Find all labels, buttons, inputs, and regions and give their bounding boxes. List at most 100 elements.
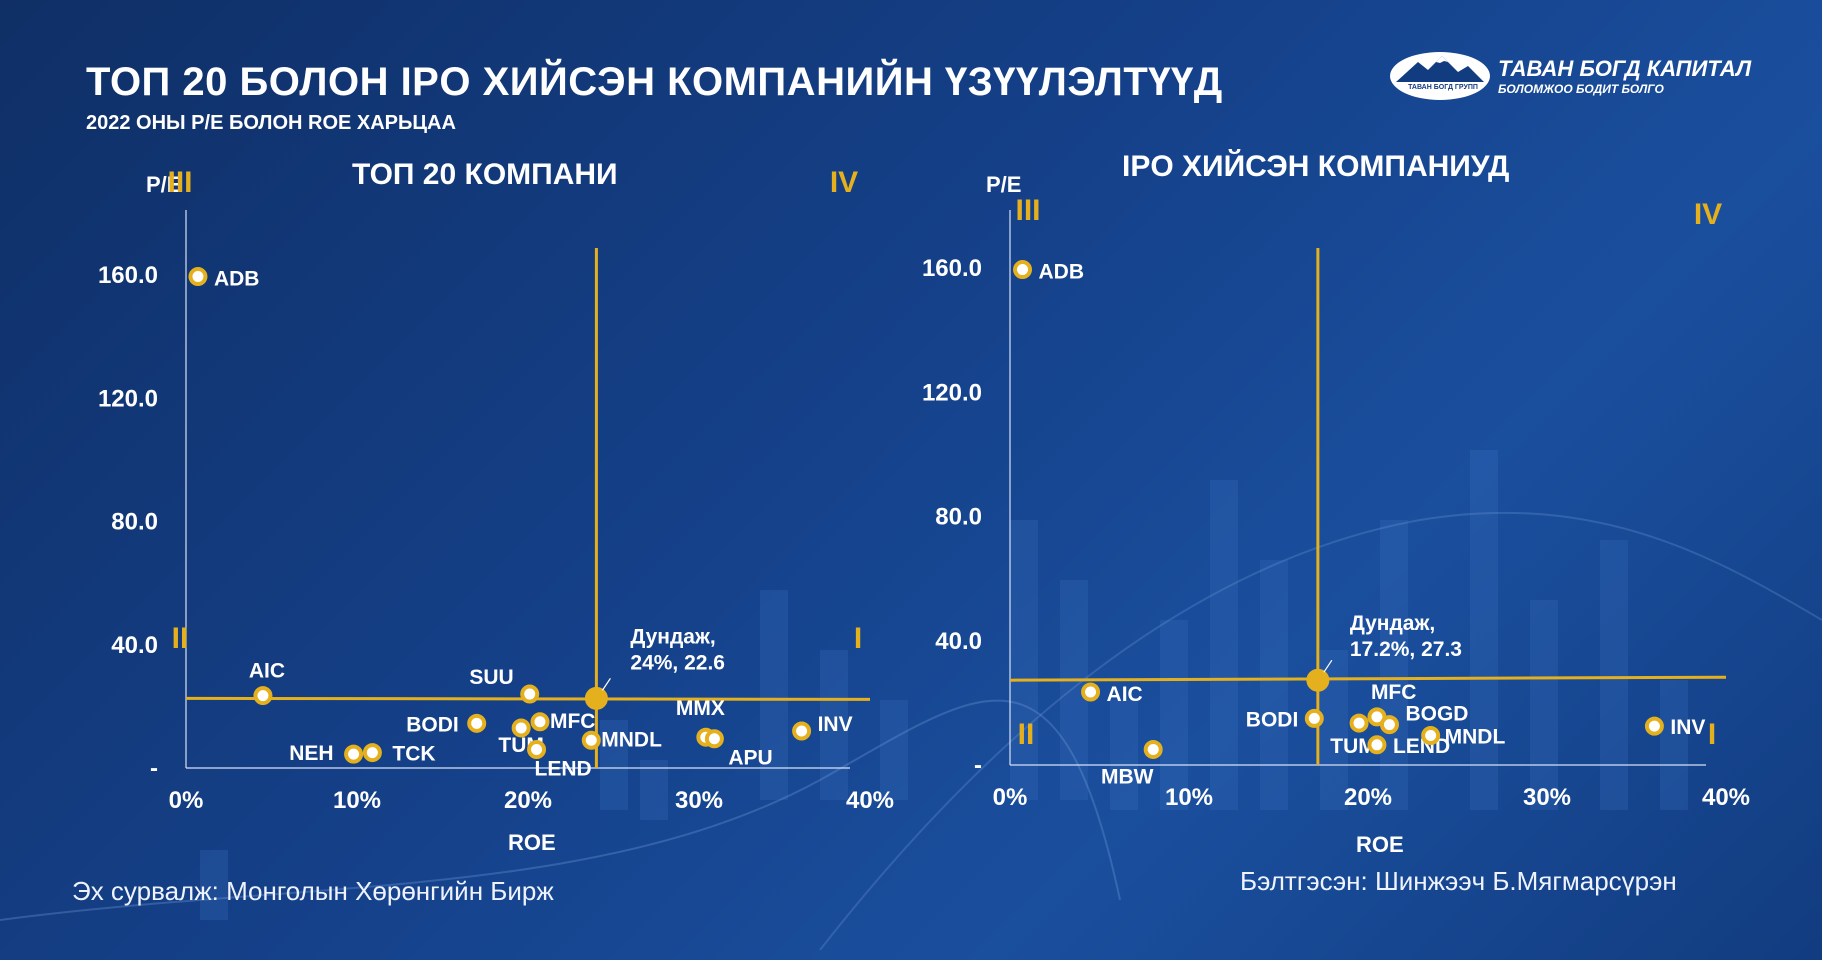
prepared-by-note: Бэлтгэсэн: Шинжээч Б.Мягмарсүрэн (1240, 866, 1677, 896)
ipo-chart: IPO ХИЙСЭН КОМПАНИУД P/E ROE - 40.0 80.0 12… (900, 140, 1760, 870)
y-tick-label: 80.0 (935, 504, 982, 531)
y-axis-label: P/E (986, 172, 1022, 197)
data-point-neh (344, 744, 364, 764)
data-point-aic (253, 686, 273, 706)
x-tick-label: 20% (1344, 784, 1392, 811)
y-tick-label: 160.0 (922, 255, 982, 282)
point-label: MFC (1371, 681, 1417, 704)
quadrant-label: I (854, 622, 862, 655)
x-tick-label: 10% (1165, 784, 1213, 811)
average-point (584, 686, 608, 710)
quadrant-label: II (172, 622, 189, 655)
x-tick-label: 30% (675, 787, 723, 814)
point-label: ADB (1039, 261, 1085, 284)
quadrant-label: I (1708, 718, 1716, 751)
data-point-tum (511, 718, 531, 738)
point-label: NEH (289, 742, 333, 765)
y-tick-label: - (150, 755, 158, 782)
data-point-aic (1081, 682, 1101, 702)
quadrant-label: II (1018, 718, 1035, 751)
y-axis-label: P/E (146, 172, 182, 197)
average-value-label: 24%, 22.6 (630, 651, 725, 674)
quadrant-label: III (167, 166, 192, 199)
average-label: Дундаж, (1350, 612, 1435, 635)
data-point-bodi (467, 713, 487, 733)
mountain-logo-icon (1390, 52, 1490, 100)
x-axis-label: ROE (1356, 832, 1404, 857)
data-point-lend (1367, 735, 1387, 755)
point-label: APU (728, 747, 772, 770)
x-tick-label: 0% (169, 787, 204, 814)
x-tick-label: 20% (504, 787, 552, 814)
y-tick-label: 120.0 (98, 385, 158, 412)
quadrant-label: IV (1694, 198, 1722, 231)
point-label: BOGD (1405, 703, 1468, 726)
x-tick-label: 40% (1702, 784, 1750, 811)
x-axis-label: ROE (508, 830, 556, 855)
point-label: BODI (406, 713, 459, 736)
y-tick-label: 120.0 (922, 379, 982, 406)
point-label: SUU (469, 666, 513, 689)
data-point-inv (1644, 716, 1664, 736)
y-tick-label: - (974, 752, 982, 779)
average-value-label: 17.2%, 27.3 (1350, 638, 1462, 661)
data-point-adb (188, 267, 208, 287)
x-tick-label: 10% (333, 787, 381, 814)
point-label: TCK (392, 743, 435, 766)
logo-tagline: БОЛОМЖОО БОДИТ БОЛГО (1498, 82, 1664, 96)
point-label: MNDL (1445, 725, 1506, 748)
x-tick-label: 40% (846, 787, 894, 814)
logo-mark-text: ТАВАН БОГД ГРУПП (1408, 84, 1478, 91)
x-tick-label: 0% (993, 784, 1028, 811)
point-label: MMX (676, 697, 725, 720)
point-label: ADB (214, 268, 260, 291)
y-tick-label: 80.0 (111, 509, 158, 536)
data-point-mfc (530, 712, 550, 732)
data-point-bogd (1379, 715, 1399, 735)
quadrant-label: IV (830, 166, 858, 199)
logo-name: ТАВАН БОГД КАПИТАЛ (1498, 56, 1752, 81)
point-label: AIC (249, 660, 285, 683)
point-label: INV (818, 713, 853, 736)
data-point-inv (792, 721, 812, 741)
chart-title: IPO ХИЙСЭН КОМПАНИУД (1122, 150, 1510, 183)
average-horizontal-line (1009, 675, 1727, 682)
data-point-suu (520, 684, 540, 704)
y-tick-label: 40.0 (111, 632, 158, 659)
average-point (1306, 668, 1330, 692)
average-callout-line (601, 678, 611, 691)
top20-chart: ТОП 20 КОМПАНИ P/E ROE - 40.0 80.0 120.0 160… (80, 140, 900, 870)
data-point-mbw (1143, 739, 1163, 759)
point-label: BODI (1246, 708, 1299, 731)
data-point-lend (527, 740, 547, 760)
point-label: LEND (1393, 735, 1450, 758)
point-label: LEND (535, 758, 592, 781)
y-tick-label: 40.0 (935, 628, 982, 655)
point-label: AIC (1107, 683, 1143, 706)
data-point-tck (362, 743, 382, 763)
point-label: INV (1670, 716, 1705, 739)
average-label: Дундаж, (630, 625, 715, 648)
source-note: Эх сурвалж: Монголын Хөрөнгийн Бирж (72, 876, 554, 906)
data-point-adb (1013, 260, 1033, 280)
data-point-tum (1349, 713, 1369, 733)
data-point-bodi (1304, 708, 1324, 728)
data-point-apu (704, 729, 724, 749)
point-label: MNDL (601, 728, 662, 751)
page-subtitle: 2022 ОНЫ P/E БОЛОН ROE ХАРЬЦАА (86, 112, 456, 134)
y-tick-label: 160.0 (98, 262, 158, 289)
chart-title: ТОП 20 КОМПАНИ (352, 158, 618, 191)
quadrant-label: III (1015, 194, 1040, 227)
data-point-mndl (1421, 725, 1441, 745)
data-point-mndl (581, 730, 601, 750)
x-tick-label: 30% (1523, 784, 1571, 811)
page-title: ТОП 20 БОЛОН IPO ХИЙСЭН КОМПАНИЙН ҮЗҮҮЛЭ… (86, 60, 1223, 104)
point-label: TUM (1330, 735, 1376, 758)
point-label: MBW (1101, 765, 1154, 788)
point-label: MFC (550, 710, 596, 733)
average-callout-line (1323, 659, 1333, 673)
company-logo: ТАВАН БОГД ГРУПП ТАВАН БОГД КАПИТАЛ БОЛО… (1388, 48, 1752, 108)
